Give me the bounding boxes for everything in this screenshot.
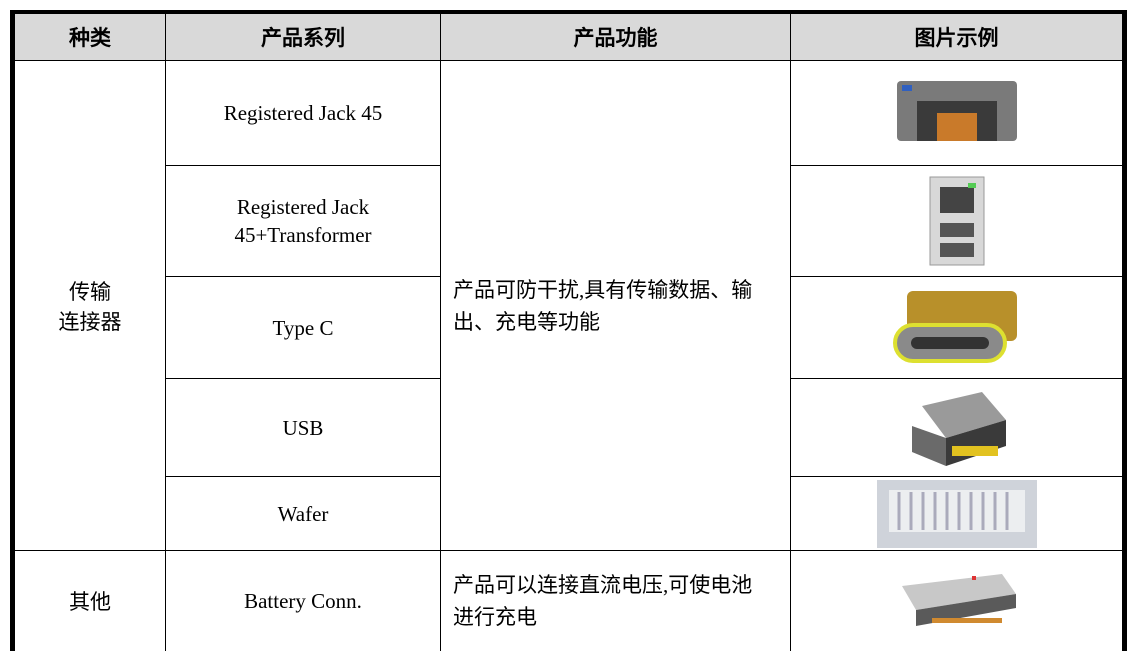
category-line: 其他: [69, 589, 111, 614]
image-cell: [790, 165, 1125, 277]
header-row: 种类 产品系列 产品功能 图片示例: [12, 11, 1125, 61]
header-cell: 产品系列: [165, 11, 441, 61]
product-image: [876, 479, 1037, 548]
image-cell: [790, 476, 1125, 551]
series-name: Registered Jack 45+Transformer: [234, 195, 372, 247]
header-cell: 种类: [12, 11, 166, 61]
series-cell: USB: [165, 378, 441, 477]
function-cell: 产品可以连接直流电压,可使电池进行充电: [440, 550, 791, 651]
category-cell: 其他: [12, 550, 166, 651]
function-text: 产品可防干扰,具有传输数据、输出、充电等功能: [453, 277, 753, 334]
category-cell: 传输 连接器: [12, 60, 166, 551]
image-cell: [790, 60, 1125, 166]
series-name: USB: [282, 415, 324, 440]
row: 其他 Battery Conn. 产品可以连接直流电压,可使电池进行充电: [12, 550, 1125, 651]
image-cell: [790, 550, 1125, 651]
product-image: [896, 81, 1017, 141]
series-name: Wafer: [277, 501, 329, 526]
product-table: 种类 产品系列 产品功能 图片示例 传输 连接器 Registered Jack…: [10, 10, 1127, 651]
row: Type C: [13, 276, 1125, 379]
product-image: [892, 290, 1017, 363]
product-image: [911, 391, 1006, 466]
series-cell: Battery Conn.: [165, 550, 441, 651]
header-cell: 图片示例: [790, 11, 1125, 61]
image-cell: [790, 378, 1125, 477]
series-name: Battery Conn.: [244, 588, 362, 613]
product-image: [929, 176, 984, 266]
row: 传输 连接器 Registered Jack 45 产品可防干扰,具有传输数据、…: [12, 60, 1125, 551]
series-cell: Registered Jack 45+Transformer: [165, 165, 441, 277]
row: Registered Jack 45+Transformer: [13, 165, 1125, 277]
series-name: Registered Jack 45: [223, 101, 383, 125]
product-image: [901, 573, 1016, 626]
function-cell: 产品可防干扰,具有传输数据、输出、充电等功能: [440, 60, 791, 551]
category-line: 连接器: [58, 309, 122, 334]
category-line: 传输: [69, 279, 111, 304]
row: Wafer: [13, 476, 1125, 551]
series-name: Type C: [272, 315, 334, 340]
image-cell: [790, 276, 1125, 379]
series-cell: Registered Jack 45: [165, 60, 441, 166]
function-text: 产品可以连接直流电压,可使电池进行充电: [453, 572, 753, 629]
header-cell: 产品功能: [440, 11, 791, 61]
series-cell: Wafer: [165, 476, 441, 551]
series-cell: Type C: [165, 276, 441, 379]
row: USB: [13, 378, 1125, 477]
